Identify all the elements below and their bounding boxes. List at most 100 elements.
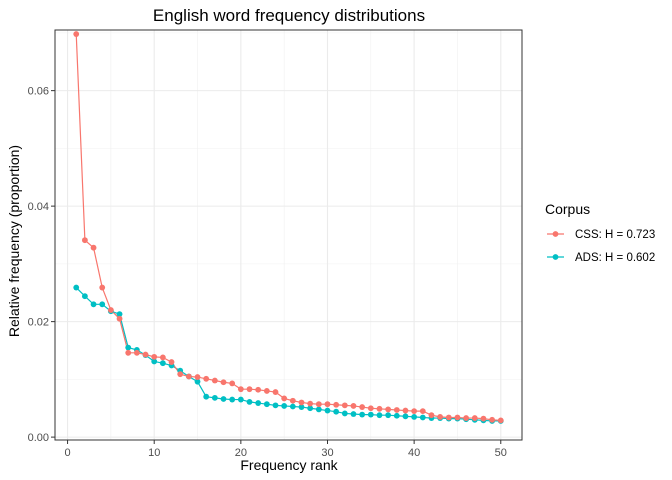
data-point: [463, 415, 470, 421]
data-point: [367, 405, 374, 412]
data-point: [99, 284, 106, 291]
data-point: [211, 377, 218, 384]
data-point: [177, 371, 184, 378]
data-point: [411, 408, 418, 415]
x-tick-label: 50: [495, 447, 507, 459]
data-point: [237, 386, 244, 393]
data-point: [229, 396, 236, 403]
data-point: [307, 400, 314, 407]
data-point: [159, 360, 166, 367]
data-point: [194, 378, 201, 385]
data-point: [385, 406, 392, 413]
data-point: [428, 412, 435, 419]
axes: 0 10 20 30 40 50 0.00 0.02 0.04 0.06: [28, 86, 507, 459]
data-point: [203, 375, 210, 382]
data-point: [73, 31, 80, 37]
y-tick-label: 0.02: [28, 317, 49, 329]
legend-item: ADS: H = 0.602: [547, 252, 655, 264]
data-point: [220, 379, 227, 386]
x-tick-label: 10: [148, 447, 160, 459]
data-point: [298, 399, 305, 406]
data-point: [185, 373, 192, 380]
data-point: [246, 398, 253, 405]
data-point: [125, 349, 132, 356]
data-point: [341, 410, 348, 417]
data-point: [81, 293, 88, 300]
data-point: [350, 411, 357, 417]
x-axis-title: Frequency rank: [240, 457, 338, 473]
legend-items: CSS: H = 0.723 ADS: H = 0.602: [547, 229, 655, 264]
data-point: [359, 404, 366, 410]
data-point: [298, 404, 305, 410]
data-point: [402, 407, 409, 414]
data-point: [99, 301, 106, 308]
x-tick-label: 40: [408, 447, 420, 459]
data-point: [272, 402, 279, 409]
data-point: [385, 412, 392, 419]
data-point: [151, 353, 158, 360]
data-point: [237, 396, 244, 403]
data-point: [246, 386, 253, 393]
x-tick-label: 30: [321, 447, 333, 459]
data-point: [289, 397, 296, 404]
data-point: [454, 414, 461, 421]
data-point: [289, 403, 296, 410]
y-tick-label: 0.04: [28, 201, 49, 213]
legend-item: CSS: H = 0.723: [547, 229, 655, 241]
y-tick-label: 0.06: [28, 86, 49, 98]
data-point: [107, 307, 114, 313]
legend-key-point: [552, 231, 559, 237]
data-point: [376, 412, 383, 419]
data-point: [411, 414, 418, 420]
data-point: [125, 344, 132, 351]
data-point: [359, 411, 366, 418]
data-point: [116, 315, 123, 322]
data-point: [211, 394, 218, 401]
data-point: [333, 401, 340, 408]
data-point: [159, 354, 166, 361]
data-point: [116, 311, 123, 318]
x-tick-label: 0: [65, 447, 71, 459]
data-point: [376, 405, 383, 412]
chart-title: English word frequency distributions: [153, 6, 425, 25]
y-axis-title: Relative frequency (proportion): [6, 145, 22, 337]
data-point: [263, 388, 270, 394]
data-point: [307, 405, 314, 412]
data-point: [445, 414, 452, 421]
legend-label: ADS: H = 0.602: [575, 252, 655, 264]
legend-title: Corpus: [545, 201, 590, 217]
legend-key-point: [552, 254, 559, 260]
data-point: [194, 374, 201, 380]
data-point: [142, 351, 149, 358]
data-point: [393, 407, 400, 413]
panel-border: [54, 29, 523, 441]
data-point: [229, 380, 236, 387]
data-point: [480, 415, 487, 422]
x-tick-label: 20: [235, 447, 247, 459]
data-point: [81, 237, 88, 244]
data-point: [151, 358, 158, 365]
data-point: [341, 402, 348, 409]
data-point: [73, 284, 80, 291]
data-point: [419, 408, 426, 415]
data-point: [333, 408, 340, 415]
grid: [55, 30, 522, 440]
data-point: [471, 415, 478, 421]
data-point: [497, 417, 504, 424]
series-layer: [73, 31, 504, 424]
data-point: [90, 301, 97, 308]
data-point: [367, 411, 374, 418]
data-point: [281, 403, 288, 409]
data-point: [272, 389, 279, 395]
data-point: [315, 401, 322, 408]
data-point: [263, 401, 270, 408]
data-point: [281, 395, 288, 402]
data-point: [419, 414, 426, 421]
data-point: [133, 349, 140, 356]
legend-label: CSS: H = 0.723: [575, 229, 655, 241]
data-point: [203, 393, 210, 400]
data-point: [489, 416, 496, 423]
y-tick-label: 0.00: [28, 432, 49, 444]
